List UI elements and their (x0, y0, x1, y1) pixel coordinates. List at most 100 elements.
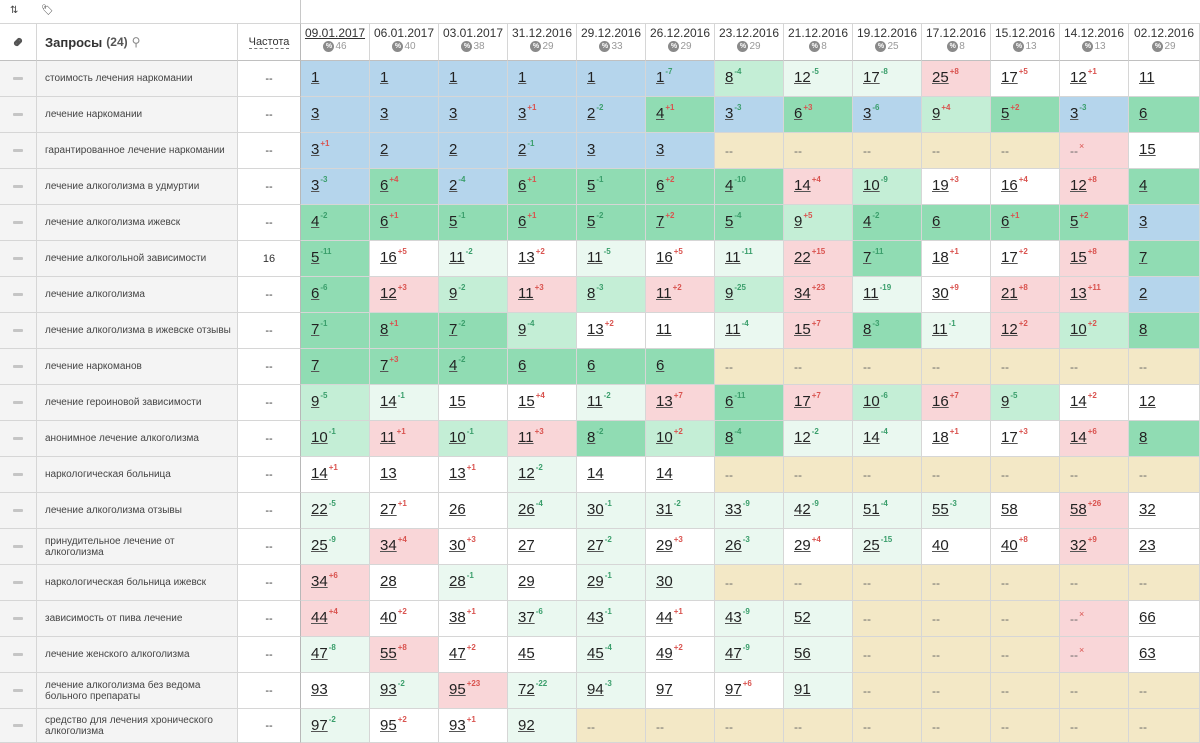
position-cell[interactable]: 37-6 (508, 601, 577, 637)
position-cell[interactable]: -- (991, 457, 1060, 493)
date-column-header[interactable]: 06.01.2017% 40 (370, 24, 439, 61)
position-cell[interactable]: 14+4 (784, 169, 853, 205)
row-toggle-button[interactable] (0, 313, 37, 349)
position-value[interactable]: 32 (1139, 501, 1156, 518)
position-cell[interactable]: -- (991, 709, 1060, 743)
position-value[interactable]: 13 (656, 393, 673, 410)
position-cell[interactable]: 13+7 (646, 385, 715, 421)
position-cell[interactable]: 44+4 (301, 601, 370, 637)
position-value[interactable]: 6 (518, 213, 527, 230)
position-cell[interactable]: 10-1 (439, 421, 508, 457)
position-cell[interactable]: 15+8 (1060, 241, 1129, 277)
date-column-header[interactable]: 03.01.2017% 38 (439, 24, 508, 61)
position-cell[interactable]: -- (1060, 349, 1129, 385)
position-cell[interactable]: -- (784, 457, 853, 493)
position-cell[interactable]: 15+7 (784, 313, 853, 349)
position-value[interactable]: 34 (380, 537, 397, 554)
position-cell[interactable]: --× (1060, 601, 1129, 637)
position-value[interactable]: 63 (1139, 645, 1156, 662)
date-label[interactable]: 31.12.2016 (511, 26, 573, 40)
position-cell[interactable]: -- (715, 709, 784, 743)
position-value[interactable]: 1 (518, 69, 527, 86)
position-value[interactable]: 93 (311, 681, 328, 698)
position-cell[interactable]: 6 (508, 349, 577, 385)
position-cell[interactable]: 7-1 (301, 313, 370, 349)
date-label[interactable]: 09.01.2017 (304, 26, 366, 40)
position-value[interactable]: 14 (1070, 393, 1087, 410)
position-cell[interactable]: 97+6 (715, 673, 784, 709)
position-cell[interactable]: -- (1129, 565, 1200, 601)
position-value[interactable]: 1 (449, 69, 458, 86)
position-cell[interactable]: 11-2 (577, 385, 646, 421)
position-cell[interactable]: 4-10 (715, 169, 784, 205)
position-value[interactable]: 4 (725, 177, 734, 194)
position-value[interactable]: 44 (656, 609, 673, 626)
position-value[interactable]: 22 (311, 501, 328, 518)
position-value[interactable]: 11 (725, 249, 741, 266)
position-cell[interactable]: 17+3 (991, 421, 1060, 457)
position-value[interactable]: 4 (863, 213, 872, 230)
position-value[interactable]: 47 (725, 645, 742, 662)
position-value[interactable]: 12 (1070, 177, 1087, 194)
position-cell[interactable]: -- (991, 673, 1060, 709)
position-value[interactable]: 8 (587, 285, 596, 302)
position-cell[interactable]: 1-7 (646, 61, 715, 97)
position-cell[interactable]: 43-9 (715, 601, 784, 637)
position-cell[interactable]: -- (715, 565, 784, 601)
position-cell[interactable]: -- (853, 709, 922, 743)
position-value[interactable]: 14 (656, 465, 673, 482)
position-value[interactable]: 4 (449, 357, 458, 374)
date-label[interactable]: 06.01.2017 (373, 26, 435, 40)
position-cell[interactable]: 23 (1129, 529, 1200, 565)
position-value[interactable]: 15 (794, 321, 811, 338)
position-cell[interactable]: 13+1 (439, 457, 508, 493)
position-value[interactable]: 28 (380, 573, 397, 590)
position-value[interactable]: 13 (1070, 285, 1087, 302)
position-value[interactable]: 8 (380, 321, 389, 338)
position-cell[interactable]: --× (1060, 637, 1129, 673)
position-value[interactable]: 21 (1001, 285, 1018, 302)
position-value[interactable]: 93 (449, 717, 466, 734)
date-label[interactable]: 15.12.2016 (994, 26, 1056, 40)
position-cell[interactable]: 11-19 (853, 277, 922, 313)
row-toggle-button[interactable] (0, 457, 37, 493)
position-value[interactable]: 3 (449, 105, 458, 122)
position-cell[interactable]: -- (853, 637, 922, 673)
position-cell[interactable]: -- (922, 709, 991, 743)
position-value[interactable]: 26 (725, 537, 742, 554)
position-value[interactable]: 95 (380, 717, 397, 734)
position-cell[interactable]: -- (922, 565, 991, 601)
position-cell[interactable]: 7-11 (853, 241, 922, 277)
date-column-header[interactable]: 14.12.2016% 13 (1060, 24, 1129, 61)
position-cell[interactable]: 16+5 (370, 241, 439, 277)
position-cell[interactable]: -- (715, 133, 784, 169)
position-cell[interactable]: 34+6 (301, 565, 370, 601)
position-value[interactable]: 7 (449, 321, 458, 338)
position-cell[interactable]: 10-1 (301, 421, 370, 457)
position-value[interactable]: 12 (380, 285, 397, 302)
position-cell[interactable]: 6-11 (715, 385, 784, 421)
position-cell[interactable]: 7+2 (646, 205, 715, 241)
position-value[interactable]: 17 (1001, 69, 1018, 86)
position-value[interactable]: 6 (380, 213, 389, 230)
date-label[interactable]: 29.12.2016 (580, 26, 642, 40)
position-cell[interactable]: 6+2 (646, 169, 715, 205)
row-toggle-button[interactable] (0, 673, 37, 709)
position-value[interactable]: 2 (380, 141, 389, 158)
position-value[interactable]: 10 (863, 393, 880, 410)
position-cell[interactable]: 7 (1129, 241, 1200, 277)
position-cell[interactable]: -- (1129, 709, 1200, 743)
position-value[interactable]: 13 (587, 321, 604, 338)
position-value[interactable]: 13 (380, 465, 397, 482)
position-value[interactable]: 31 (656, 501, 673, 518)
position-cell[interactable]: 11+3 (508, 277, 577, 313)
position-cell[interactable]: 63 (1129, 637, 1200, 673)
row-toggle-button[interactable] (0, 277, 37, 313)
row-toggle-button[interactable] (0, 97, 37, 133)
position-value[interactable]: 33 (725, 501, 742, 518)
position-cell[interactable]: 22+15 (784, 241, 853, 277)
position-cell[interactable]: 13+11 (1060, 277, 1129, 313)
position-value[interactable]: 3 (518, 105, 527, 122)
position-cell[interactable]: -- (784, 709, 853, 743)
position-value[interactable]: 3 (1070, 105, 1079, 122)
